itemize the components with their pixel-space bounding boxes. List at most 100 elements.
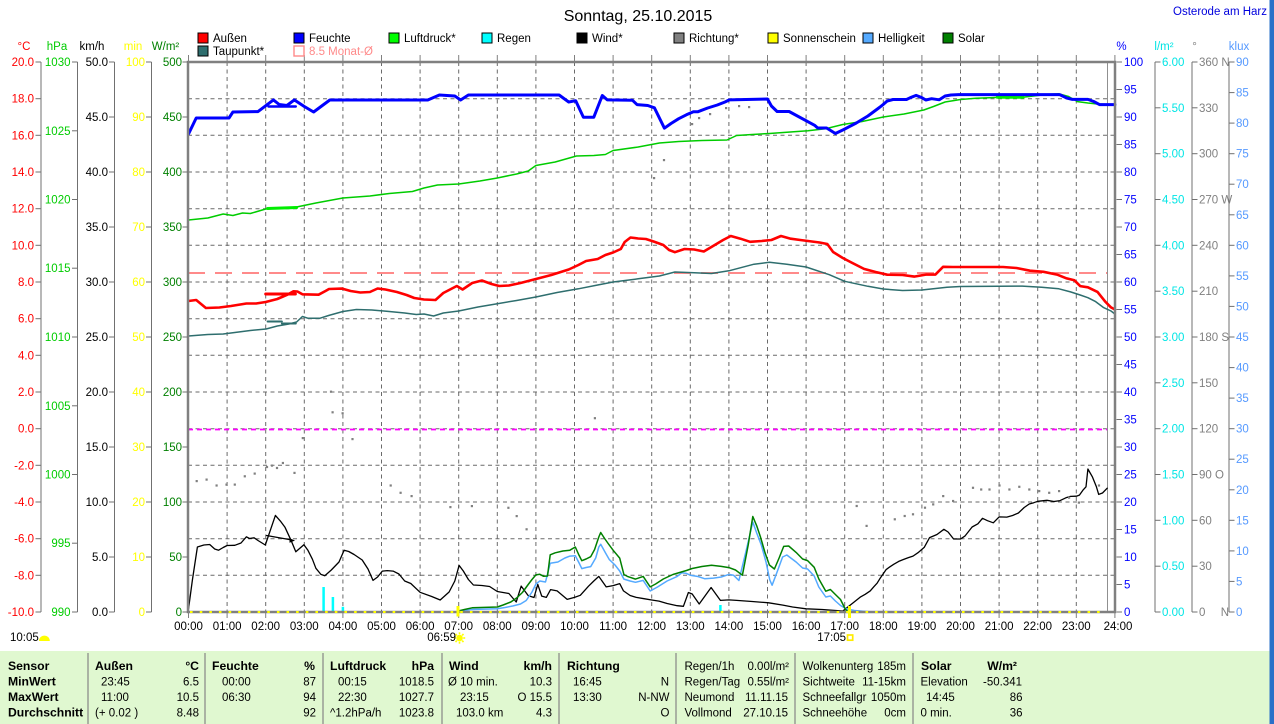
svg-text:11:00: 11:00 <box>101 692 129 704</box>
svg-text:35: 35 <box>1124 415 1137 427</box>
svg-text:1010: 1010 <box>45 332 71 344</box>
svg-text:1000: 1000 <box>45 470 71 482</box>
svg-text:-10.0: -10.0 <box>8 607 34 619</box>
svg-text:0: 0 <box>139 607 145 619</box>
svg-text:1027.7: 1027.7 <box>399 692 434 704</box>
svg-text:400: 400 <box>163 167 182 179</box>
svg-text:60: 60 <box>132 277 145 289</box>
svg-text:5: 5 <box>1124 580 1130 592</box>
svg-text:00:00: 00:00 <box>174 621 203 633</box>
svg-text:km/h: km/h <box>524 659 552 673</box>
svg-text:Sonnenschein: Sonnenschein <box>783 33 856 45</box>
svg-text:5.0: 5.0 <box>92 552 108 564</box>
svg-text:Solar: Solar <box>921 659 952 673</box>
svg-text:100: 100 <box>126 57 145 69</box>
svg-text:50.0: 50.0 <box>86 57 108 69</box>
svg-text:3.00: 3.00 <box>1162 332 1184 344</box>
svg-text:1025: 1025 <box>45 126 71 138</box>
svg-text:01:00: 01:00 <box>213 621 242 633</box>
svg-text:10.0: 10.0 <box>12 240 34 252</box>
svg-text:13:30: 13:30 <box>573 692 602 704</box>
svg-text:10.5: 10.5 <box>177 692 199 704</box>
svg-text:12:00: 12:00 <box>637 621 666 633</box>
svg-text:4.00: 4.00 <box>1162 240 1184 252</box>
svg-text:10:05: 10:05 <box>10 632 39 644</box>
svg-text:-8.0: -8.0 <box>14 570 34 582</box>
svg-text:45: 45 <box>1124 360 1137 372</box>
svg-text:18:00: 18:00 <box>869 621 898 633</box>
svg-text:100: 100 <box>1124 57 1143 69</box>
svg-text:250: 250 <box>163 332 182 344</box>
svg-text:85: 85 <box>1236 88 1249 100</box>
svg-text:1018.5: 1018.5 <box>399 677 434 689</box>
svg-text:15:00: 15:00 <box>753 621 782 633</box>
svg-text:Taupunkt*: Taupunkt* <box>213 46 265 58</box>
svg-text:0.0: 0.0 <box>92 607 108 619</box>
svg-text:85: 85 <box>1124 140 1137 152</box>
svg-text:-4.0: -4.0 <box>14 497 34 509</box>
svg-text:20.0: 20.0 <box>86 387 108 399</box>
svg-text:20:00: 20:00 <box>946 621 975 633</box>
svg-text:06:30: 06:30 <box>222 692 251 704</box>
svg-text:3.50: 3.50 <box>1162 286 1184 298</box>
svg-text:Wolkenunterg: Wolkenunterg <box>803 661 874 673</box>
svg-text:10: 10 <box>1236 546 1249 558</box>
svg-text:70: 70 <box>1236 179 1249 191</box>
svg-text:-50.341: -50.341 <box>983 677 1022 689</box>
svg-text:Elevation: Elevation <box>921 677 968 689</box>
svg-text:17:05: 17:05 <box>817 632 846 644</box>
svg-text:10: 10 <box>132 552 145 564</box>
svg-text:65: 65 <box>1236 210 1249 222</box>
svg-text:5.00: 5.00 <box>1162 149 1184 161</box>
svg-text:80: 80 <box>1124 167 1137 179</box>
svg-text:5.50: 5.50 <box>1162 103 1184 115</box>
svg-text:35: 35 <box>1236 393 1249 405</box>
svg-text:N-NW: N-NW <box>638 692 669 704</box>
svg-text:100: 100 <box>163 497 182 509</box>
svg-text:70: 70 <box>132 222 145 234</box>
svg-text:60: 60 <box>1124 277 1137 289</box>
svg-text:90: 90 <box>132 112 145 124</box>
svg-text:86: 86 <box>1010 692 1023 704</box>
svg-text:Regen/Tag: Regen/Tag <box>685 677 741 689</box>
svg-text:1030: 1030 <box>45 57 71 69</box>
svg-text:40: 40 <box>1236 363 1249 375</box>
svg-text:22:30: 22:30 <box>338 692 367 704</box>
svg-text:65: 65 <box>1124 250 1137 262</box>
svg-text:18.0: 18.0 <box>12 94 34 106</box>
svg-text:240: 240 <box>1199 240 1218 252</box>
svg-text:Wind: Wind <box>449 659 479 673</box>
svg-text:Regen: Regen <box>497 33 531 45</box>
svg-text:25.0: 25.0 <box>86 332 108 344</box>
svg-text:08:00: 08:00 <box>483 621 512 633</box>
svg-text:Feuchte: Feuchte <box>309 33 351 45</box>
svg-text:min: min <box>124 41 143 53</box>
svg-text:hPa: hPa <box>412 659 435 673</box>
svg-text:16:00: 16:00 <box>792 621 821 633</box>
svg-text:80: 80 <box>132 167 145 179</box>
svg-text:Richtung: Richtung <box>567 659 620 673</box>
svg-text:Außen: Außen <box>95 659 133 673</box>
svg-text:300: 300 <box>1199 149 1218 161</box>
svg-text:°: ° <box>1192 41 1197 53</box>
svg-text:30: 30 <box>132 442 145 454</box>
svg-text:30: 30 <box>1199 561 1212 573</box>
svg-text:45.0: 45.0 <box>86 112 108 124</box>
svg-text:330: 330 <box>1199 103 1218 115</box>
svg-text:Luftdruck: Luftdruck <box>330 659 386 673</box>
svg-text:W/m²: W/m² <box>152 41 180 53</box>
svg-text:185m: 185m <box>877 661 906 673</box>
svg-text:150: 150 <box>1199 378 1218 390</box>
svg-text:50: 50 <box>169 552 182 564</box>
svg-text:MinWert: MinWert <box>8 675 56 689</box>
svg-text:11-15km: 11-15km <box>862 677 906 689</box>
svg-text:20: 20 <box>1124 497 1137 509</box>
svg-text:0cm: 0cm <box>884 708 906 720</box>
svg-text:Durchschnitt: Durchschnitt <box>8 706 83 720</box>
svg-text:995: 995 <box>51 538 70 550</box>
svg-text:Sonntag, 25.10.2015: Sonntag, 25.10.2015 <box>564 8 713 25</box>
svg-text:0.50: 0.50 <box>1162 561 1184 573</box>
svg-text:02:00: 02:00 <box>251 621 280 633</box>
svg-text:70: 70 <box>1124 222 1137 234</box>
svg-text:11:00: 11:00 <box>599 621 627 633</box>
